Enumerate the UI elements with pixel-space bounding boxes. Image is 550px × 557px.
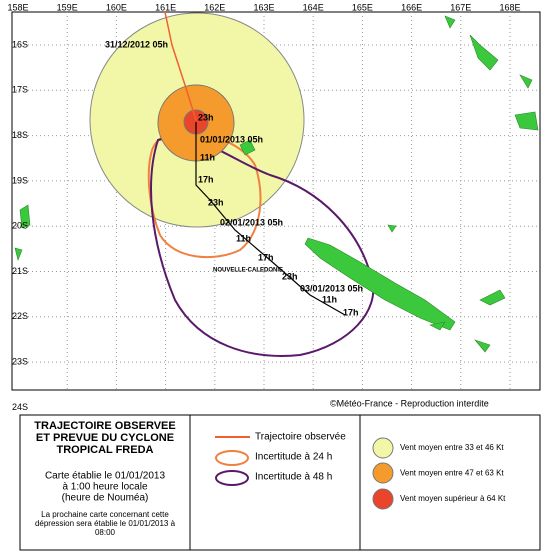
lon-label: 166E [401, 2, 422, 12]
lon-label: 167E [450, 2, 471, 12]
uncertainty-48h [150, 137, 375, 357]
legend-title: TRAJECTOIRE OBSERVEE [34, 420, 175, 432]
observed-track [164, 11, 197, 121]
lon-label: 161E [155, 2, 176, 12]
credit: ©Météo-France - Reproduction interdite [330, 398, 489, 408]
legend-line-label: Incertitude à 48 h [255, 472, 332, 483]
lat-label: 18S [12, 130, 28, 140]
track-label: 23h [198, 112, 214, 122]
next-note: dépression sera établie le 01/01/2013 à [35, 519, 176, 528]
legend-title: ET PREVUE DU CYCLONE [36, 432, 174, 444]
legend-swatch [372, 462, 394, 484]
track-label: 11h [322, 294, 337, 304]
track-label: 17h [198, 174, 214, 184]
issued-note: à 1:00 heure locale [62, 482, 148, 493]
lat-label: 19S [12, 175, 28, 185]
legend-line-label: Trajectoire observée [255, 432, 346, 443]
islands [14, 15, 539, 353]
issued-note: (heure de Nouméa) [62, 493, 149, 504]
track-label: 23h [282, 271, 298, 281]
lat-label: 23S [12, 356, 28, 366]
lat-label: 22S [12, 311, 28, 321]
legend-swatch [372, 488, 394, 510]
lon-label: 158E [7, 2, 28, 12]
track-label: 11h [236, 233, 251, 243]
legend-24h-ring [215, 450, 249, 466]
legend-wind-label: Vent moyen supérieur à 64 Kt [400, 494, 506, 503]
lat-label: 17S [12, 85, 28, 95]
legend-line-label: Incertitude à 24 h [255, 452, 332, 463]
lon-label: 168E [499, 2, 520, 12]
legend-wind-label: Vent moyen entre 33 et 46 Kt [400, 443, 504, 452]
lon-label: 162E [204, 2, 225, 12]
lat-label: 16S [12, 39, 28, 49]
legend-wind-label: Vent moyen entre 47 et 63 Kt [400, 469, 504, 478]
legend-box [19, 414, 541, 551]
legend-title: TROPICAL FREDA [57, 444, 154, 456]
next-note: La prochaine carte concernant cette [41, 510, 169, 519]
track-label: 02/01/2013 05h [220, 217, 283, 227]
track-label: 11h [200, 152, 215, 162]
track-label: 17h [258, 252, 274, 262]
issued-note: Carte établie le 01/01/2013 [45, 471, 166, 482]
place-label: NOUVELLE-CALEDONIE [213, 268, 283, 274]
track-label: 23h [208, 197, 224, 207]
lat-label: 20S [12, 221, 28, 231]
forecast-track [195, 122, 346, 316]
legend-48h-ring [215, 470, 249, 486]
lon-label: 163E [253, 2, 274, 12]
legend-swatch [372, 437, 394, 459]
lat-label: 21S [12, 266, 28, 276]
lon-label: 159E [57, 2, 78, 12]
lon-label: 160E [106, 2, 127, 12]
track-label: 31/12/2012 05h [105, 39, 168, 49]
track-label: 03/01/2013 05h [300, 283, 363, 293]
track-label: 01/01/2013 05h [200, 134, 263, 144]
track-label: 17h [343, 307, 359, 317]
lon-label: 164E [303, 2, 324, 12]
next-note: 08:00 [95, 528, 116, 537]
lon-label: 165E [352, 2, 373, 12]
lat-label: 24S [12, 402, 28, 412]
